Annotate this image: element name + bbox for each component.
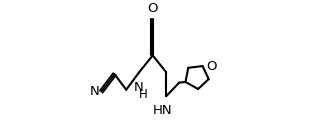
Text: N: N (134, 81, 144, 94)
Text: N: N (90, 85, 99, 98)
Text: O: O (147, 2, 158, 15)
Text: H: H (139, 88, 147, 101)
Text: HN: HN (153, 104, 173, 117)
Text: O: O (206, 60, 216, 73)
